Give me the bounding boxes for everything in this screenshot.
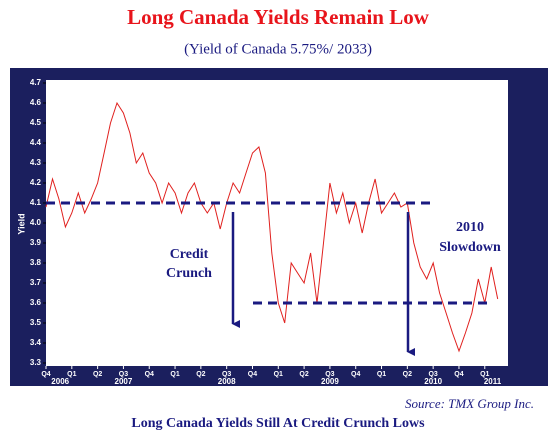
y-tick-label: 3.5: [30, 318, 42, 327]
y-tick-label: 3.8: [30, 258, 42, 267]
x-tick-label: Q2: [93, 371, 102, 378]
y-tick-label: 3.6: [30, 298, 42, 307]
x-tick-label: Q1: [170, 371, 179, 378]
year-label: 2009: [321, 377, 339, 386]
x-tick-label: Q3: [428, 371, 437, 378]
x-tick-label: Q1: [377, 371, 386, 378]
y-tick-label: 4.0: [30, 218, 42, 227]
x-tick-label: Q4: [351, 371, 360, 378]
x-tick-label: Q4: [41, 371, 50, 378]
x-tick-label: Q1: [274, 371, 283, 378]
y-tick-label: 4.7: [30, 78, 42, 87]
year-label: 2010: [424, 377, 442, 386]
y-axis-label: Yield: [16, 213, 26, 234]
y-tick-label: 4.4: [30, 138, 42, 147]
source: Source: TMX Group Inc.: [405, 396, 534, 411]
plot-area: [46, 80, 508, 366]
annotation: Crunch: [166, 266, 212, 281]
x-tick-label: Q2: [299, 371, 308, 378]
annotation: Slowdown: [439, 240, 501, 255]
y-tick-label: 3.3: [30, 358, 42, 367]
x-tick-label: Q4: [248, 371, 257, 378]
x-tick-label: Q3: [325, 371, 334, 378]
year-label: 2007: [115, 377, 133, 386]
y-tick-label: 4.3: [30, 158, 42, 167]
x-tick-label: Q3: [222, 371, 231, 378]
y-tick-label: 4.2: [30, 178, 42, 187]
x-tick-label: Q4: [145, 371, 154, 378]
x-tick-label: Q1: [67, 371, 76, 378]
x-tick-label: Q4: [454, 371, 463, 378]
x-tick-label: Q1: [480, 371, 489, 378]
x-tick-label: Q2: [403, 371, 412, 378]
annotation: Credit: [170, 247, 209, 262]
y-tick-label: 4.1: [30, 198, 42, 207]
y-tick-label: 4.6: [30, 98, 42, 107]
year-label: 2011: [484, 377, 502, 386]
footer: Long Canada Yields Still At Credit Crunc…: [131, 416, 425, 431]
y-tick-label: 3.7: [30, 278, 42, 287]
chart-subtitle: (Yield of Canada 5.75%/ 2033): [184, 41, 372, 57]
y-tick-label: 4.5: [30, 118, 42, 127]
year-label: 2008: [218, 377, 236, 386]
x-tick-label: Q3: [119, 371, 128, 378]
chart-title: Long Canada Yields Remain Low: [127, 5, 430, 29]
line: [45, 101, 499, 353]
y-tick-label: 3.9: [30, 238, 42, 247]
y-tick-label: 3.4: [30, 338, 42, 347]
x-tick-label: Q2: [196, 371, 205, 378]
year-label: 2006: [51, 377, 69, 386]
annotation: 2010: [456, 220, 484, 235]
